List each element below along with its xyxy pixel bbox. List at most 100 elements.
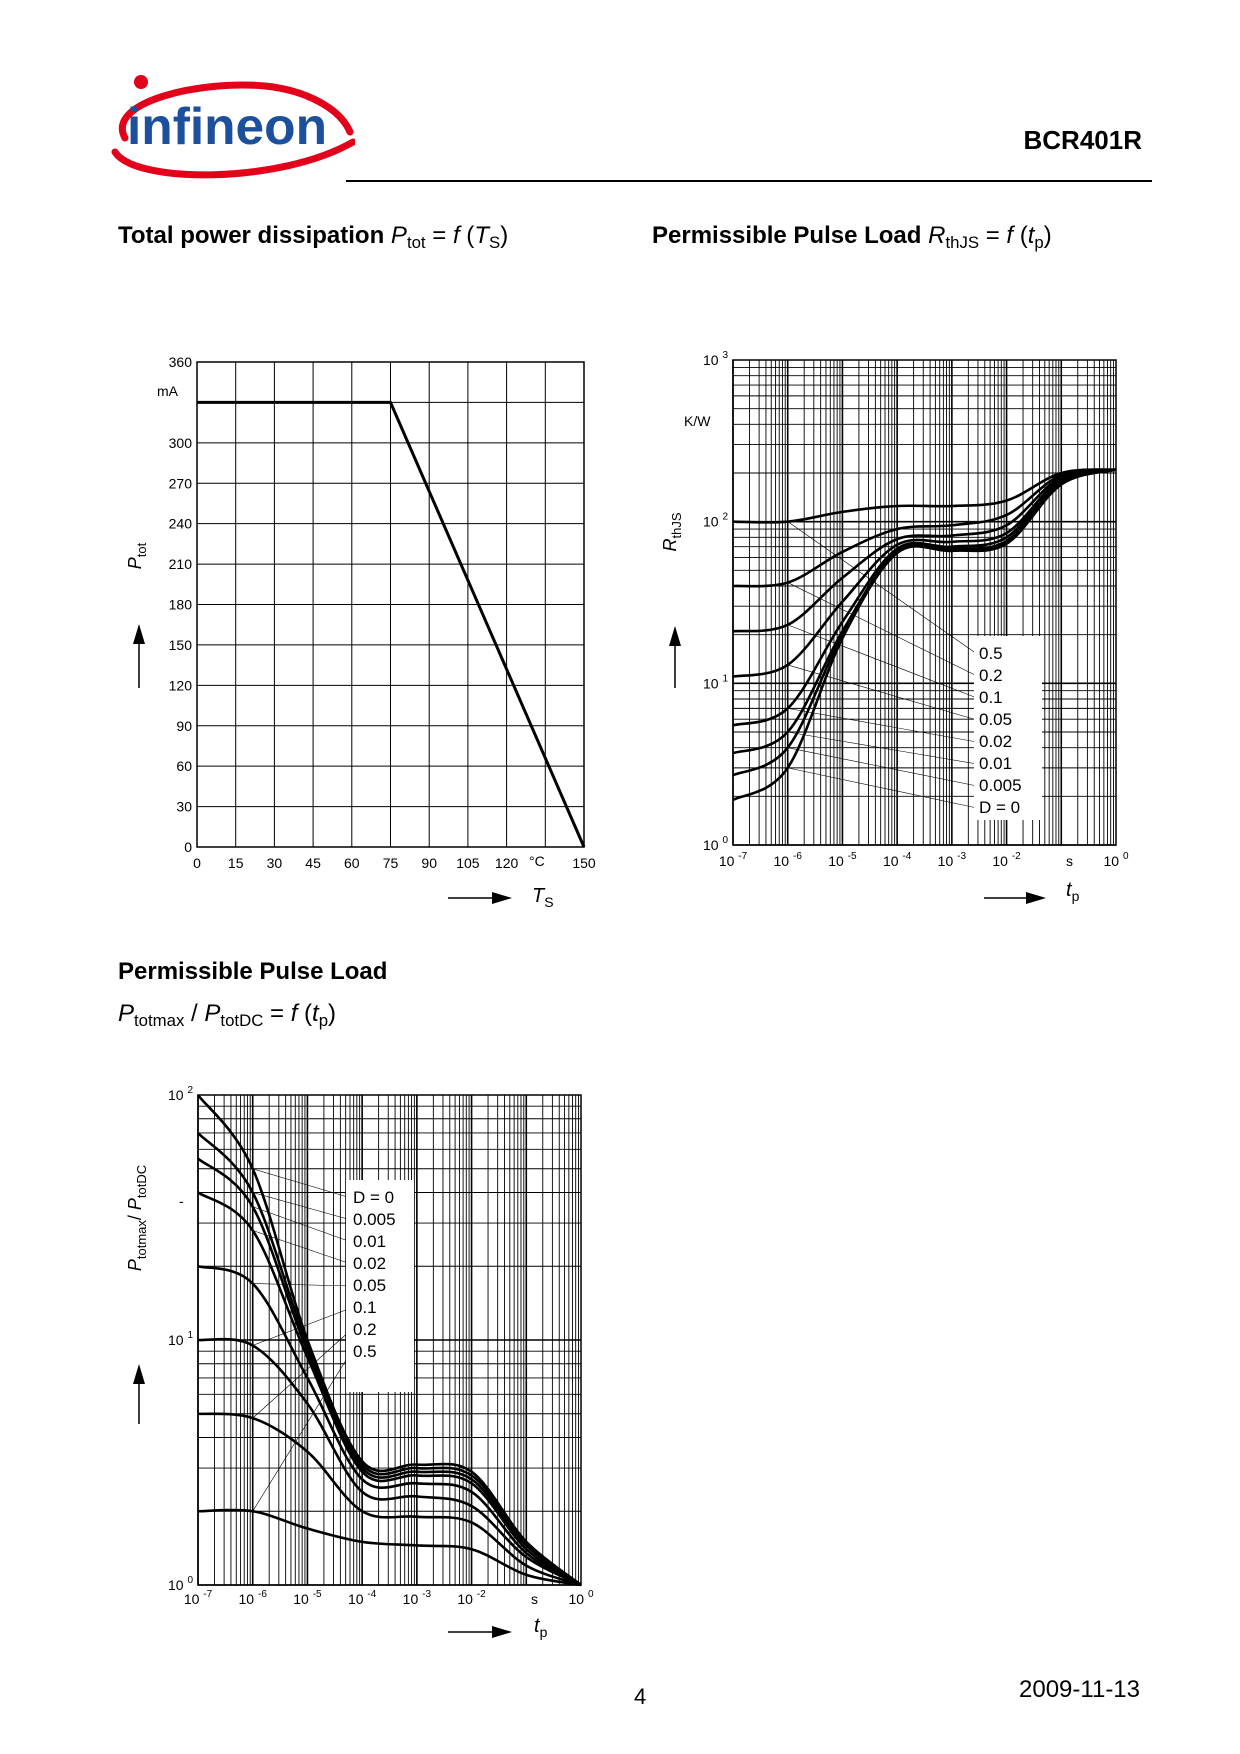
chart3-y-arrow: [133, 1364, 145, 1424]
c2-legend-item: D = 0: [979, 798, 1020, 817]
chart1-x-tick-label: 105: [456, 855, 480, 871]
svg-text:infineon: infineon: [127, 98, 327, 156]
c3-leader-1: [252, 1192, 352, 1221]
c2-y-tick-label: 10 2: [703, 512, 728, 530]
c2-x-tick-label: 10 -5: [828, 851, 857, 869]
chart1-x-tick-label: 45: [305, 855, 321, 871]
infineon-logo: infineon: [111, 75, 355, 179]
c3-legend-item: 0.05: [353, 1276, 386, 1295]
c2-x-tick-label: 10 -4: [883, 851, 912, 869]
c3-series-6: [197, 1412, 582, 1587]
chart1-y-axis-title: Ptot: [125, 542, 149, 569]
chart1-x-unit: °C: [529, 853, 545, 869]
c3-series-4: [197, 1264, 582, 1587]
chart1-x-tick-label: 90: [421, 855, 437, 871]
c2-legend-item: 0.5: [979, 644, 1003, 663]
c2-y-tick-label: 10 0: [703, 835, 728, 853]
chart2-y-axis-title: RthJS: [660, 512, 684, 551]
c2-leader-2: [787, 624, 978, 699]
header-rule: [346, 180, 1152, 182]
c2-y-tick-label: 10 1: [703, 673, 728, 691]
chart1-x-tick-label: 15: [228, 855, 244, 871]
c3-series-7: [197, 1508, 582, 1587]
c2-x-tick-label: 10 0: [1103, 851, 1128, 869]
chart1-y-tick-label: 270: [169, 475, 193, 491]
c2-legend-item: 0.02: [979, 732, 1012, 751]
c3-legend-item: 0.01: [353, 1232, 386, 1251]
c2-x-tick-label: 10 -2: [992, 851, 1021, 869]
c3-legend-item: 0.2: [353, 1320, 377, 1339]
c3-series-1: [197, 1132, 582, 1587]
c2-legend-item: 0.05: [979, 710, 1012, 729]
chart1-y-unit: mA: [157, 383, 179, 399]
c3-series-5: [197, 1337, 582, 1587]
svg-text:Ptot: Ptot: [125, 542, 149, 569]
c2-series-1: [732, 468, 1117, 588]
chart1-y-tick-label: 120: [169, 677, 193, 693]
c2-series-0: [732, 468, 1117, 524]
c2-x-tick-label: 10 -3: [938, 851, 967, 869]
chart2-title: Permissible Pulse Load RthJS = f (tp): [652, 222, 1052, 253]
c2-leader-5: [787, 731, 978, 765]
chart1-x-tick-label: 75: [383, 855, 399, 871]
chart1-x-tick-label: 30: [267, 855, 283, 871]
c2-legend-item: 0.005: [979, 776, 1022, 795]
chart2-data: [732, 468, 1117, 802]
c3-y-tick-label: 10 0: [168, 1575, 193, 1593]
chart1-frame: [196, 361, 585, 848]
chart1-x-axis-title: TS: [532, 885, 554, 910]
chart2-frame: [732, 359, 1117, 846]
chart3-x-arrow: [448, 1626, 512, 1638]
chart2-x-unit: s: [1066, 853, 1073, 869]
c3-x-tick-label: 10 -5: [293, 1589, 322, 1607]
chart2-y-unit: K/W: [684, 413, 711, 429]
c3-leader-0: [252, 1168, 352, 1199]
c2-series-7: [732, 468, 1117, 802]
chart1-y-tick-label: 180: [169, 597, 193, 613]
c3-leader-6: [252, 1329, 352, 1419]
page-number: 4: [634, 1684, 647, 1709]
c3-leader-7: [252, 1351, 352, 1512]
c2-leader-6: [787, 747, 978, 787]
chart2-legend: 0.5 0.2 0.1 0.05 0.02 0.01 0.005 D = 0: [979, 644, 1022, 817]
c3-legend-item: 0.5: [353, 1342, 377, 1361]
c3-legend-item: 0.005: [353, 1210, 396, 1229]
chart3-y-axis-title: Ptotmax/ PtotDC: [125, 1165, 149, 1271]
chart3-title: Permissible Pulse Load: [118, 958, 388, 985]
c2-y-tick-label: 10 3: [703, 350, 728, 368]
svg-text:Ptotmax/ PtotDC: Ptotmax/ PtotDC: [125, 1165, 149, 1271]
chart3-legend-box: [346, 1180, 414, 1392]
c3-x-tick-label: 10 -2: [457, 1589, 486, 1607]
chart2-labels: 10 -7 10 -6 10 -5 10 -4 10 -3 10 -2 10 0 10 0 10…: [703, 350, 1129, 869]
c3-x-tick-label: 10 -3: [403, 1589, 432, 1607]
c2-x-tick-label: 10 -6: [774, 851, 803, 869]
chart3-data: [196, 1094, 582, 1587]
chart1-y-tick-label: 240: [169, 516, 193, 532]
chart1-y-tick-label: 210: [169, 556, 193, 572]
c2-leader-7: [787, 767, 978, 809]
c2-x-tick-label: 10 -7: [719, 851, 748, 869]
chart1-y-tick-label: 60: [176, 758, 192, 774]
chart1-title: Total power dissipation Ptot = f (TS): [118, 222, 509, 253]
c3-legend-item: D = 0: [353, 1188, 394, 1207]
c2-legend-item: 0.1: [979, 688, 1003, 707]
chart2-x-arrow: [984, 892, 1046, 904]
c2-legend-item: 0.01: [979, 754, 1012, 773]
chart2-legend-box: [974, 636, 1042, 820]
c2-leader-4: [787, 708, 978, 743]
c3-y-tick-label: 10 1: [168, 1330, 193, 1348]
c2-series-4: [732, 468, 1117, 727]
chart1-x-tick-label: 60: [344, 855, 360, 871]
chart1-y-tick-label: 90: [176, 718, 192, 734]
chart1-x-tick-label: 120: [495, 855, 519, 871]
part-number: BCR401R: [1023, 125, 1143, 155]
c3-series-2: [197, 1157, 582, 1587]
chart2-y-arrow: [669, 626, 681, 688]
chart1-y-arrow: [133, 624, 145, 688]
chart1-y-tick-label: 360: [169, 354, 193, 370]
chart1-series-line: [197, 400, 586, 848]
c3-legend-item: 0.02: [353, 1254, 386, 1273]
c2-series-3: [732, 468, 1117, 678]
